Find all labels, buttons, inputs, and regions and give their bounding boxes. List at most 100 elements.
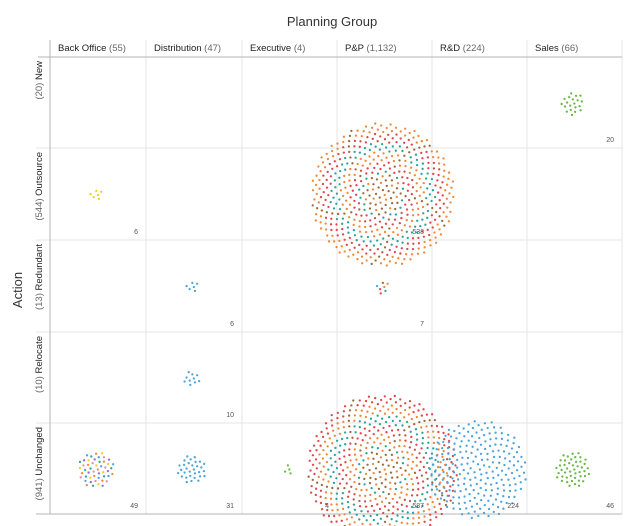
data-point xyxy=(348,248,351,252)
data-point xyxy=(369,225,372,228)
data-point xyxy=(391,419,394,423)
data-point xyxy=(348,236,351,240)
column-header-count: (224) xyxy=(463,43,485,54)
data-point xyxy=(436,191,440,194)
data-point xyxy=(383,193,386,197)
data-point xyxy=(334,460,337,463)
data-point xyxy=(410,418,413,421)
data-point xyxy=(372,457,375,460)
data-point xyxy=(421,167,424,170)
data-point xyxy=(389,123,392,126)
data-point xyxy=(470,516,473,520)
data-point xyxy=(566,455,569,458)
data-point xyxy=(425,425,428,428)
data-point xyxy=(342,140,345,144)
data-point xyxy=(395,176,399,180)
data-point xyxy=(365,259,368,262)
data-point xyxy=(431,481,434,484)
data-point xyxy=(338,457,341,460)
data-point xyxy=(445,197,449,200)
data-point xyxy=(368,148,371,152)
data-point xyxy=(460,513,464,516)
data-point xyxy=(563,97,566,101)
data-point xyxy=(364,159,367,162)
data-point xyxy=(353,453,357,456)
data-point xyxy=(340,519,343,522)
data-point xyxy=(83,468,87,472)
data-point xyxy=(427,441,430,444)
data-point xyxy=(465,450,468,453)
data-point xyxy=(358,399,361,402)
data-point xyxy=(421,162,425,165)
data-point xyxy=(325,152,328,156)
data-point xyxy=(436,465,440,469)
data-point xyxy=(477,492,480,495)
data-point xyxy=(349,470,352,473)
data-point xyxy=(370,176,374,180)
data-point xyxy=(348,453,351,457)
data-point xyxy=(411,522,415,525)
data-point xyxy=(330,144,333,147)
data-point xyxy=(430,150,433,153)
data-point xyxy=(401,149,404,153)
data-point xyxy=(353,419,356,422)
data-point xyxy=(563,105,567,108)
data-point xyxy=(395,140,398,144)
data-point xyxy=(388,415,391,419)
data-point xyxy=(373,426,376,429)
data-point xyxy=(504,457,507,460)
data-point xyxy=(407,138,410,142)
data-point xyxy=(583,462,586,466)
data-point xyxy=(340,163,344,166)
data-point xyxy=(358,425,361,429)
data-point xyxy=(486,458,489,461)
data-point xyxy=(400,491,403,494)
data-point xyxy=(348,134,352,138)
data-point xyxy=(331,486,334,490)
data-point xyxy=(405,482,409,486)
data-point xyxy=(430,456,433,460)
data-point xyxy=(315,487,318,490)
data-point xyxy=(369,499,372,502)
row-labels: (20) New(544) Outsource(13) Redundant(10… xyxy=(34,61,45,501)
data-point xyxy=(369,219,372,222)
data-point xyxy=(395,195,398,199)
data-point xyxy=(458,507,462,511)
data-point xyxy=(354,156,357,159)
dot-cluster xyxy=(555,452,590,487)
data-point xyxy=(405,146,409,149)
data-point xyxy=(389,196,393,200)
data-point xyxy=(384,485,387,489)
data-point xyxy=(458,473,462,476)
data-point xyxy=(382,511,385,515)
data-point xyxy=(433,478,437,481)
data-point xyxy=(392,159,396,163)
data-point xyxy=(474,476,477,479)
data-point xyxy=(571,98,575,101)
data-point xyxy=(510,471,514,475)
data-point xyxy=(311,189,315,192)
data-point xyxy=(376,513,379,517)
data-point xyxy=(92,470,95,473)
data-point xyxy=(344,168,347,171)
data-point xyxy=(401,516,404,519)
dot-clusters xyxy=(78,92,590,526)
data-point xyxy=(347,231,350,234)
data-point xyxy=(358,243,361,247)
data-point xyxy=(400,199,404,202)
data-point xyxy=(433,218,437,221)
data-point xyxy=(365,252,368,255)
data-point xyxy=(451,454,455,458)
data-point xyxy=(386,282,389,285)
data-point xyxy=(413,500,417,503)
data-point xyxy=(404,159,407,163)
data-point xyxy=(475,502,479,506)
data-point xyxy=(99,190,103,193)
data-point xyxy=(368,429,371,433)
cell-count-label: 20 xyxy=(606,137,614,144)
data-point xyxy=(403,408,407,412)
data-point xyxy=(425,196,428,200)
data-point xyxy=(349,459,352,462)
data-point xyxy=(360,134,363,138)
data-point xyxy=(329,182,332,185)
